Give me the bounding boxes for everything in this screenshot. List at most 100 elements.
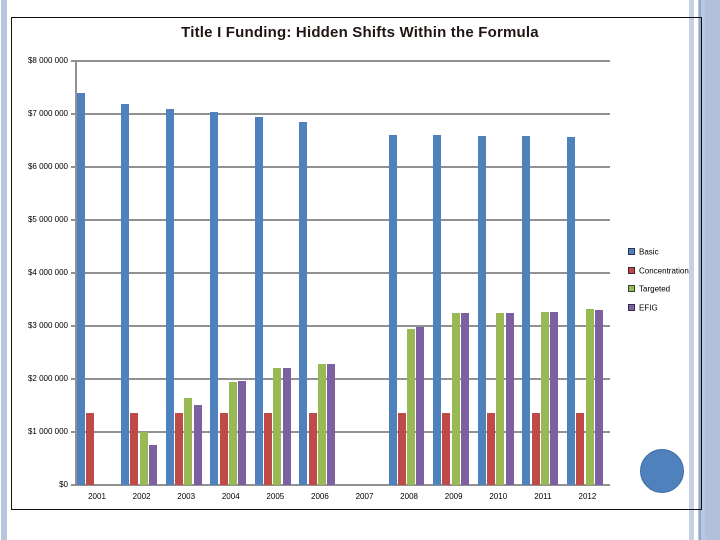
gridline bbox=[75, 431, 610, 433]
right-accent-stripe-outer bbox=[689, 0, 694, 540]
bar-basic-2003 bbox=[165, 108, 174, 485]
gridline bbox=[75, 325, 610, 327]
bar-basic-2006 bbox=[299, 122, 308, 485]
x-axis-label: 2003 bbox=[177, 492, 196, 501]
x-axis-label: 2008 bbox=[400, 492, 418, 501]
y-axis-tick bbox=[71, 60, 75, 62]
bar-basic-2001 bbox=[76, 92, 85, 485]
y-axis-tick bbox=[71, 431, 75, 433]
y-axis-label: $5 000 000 bbox=[27, 215, 68, 224]
legend-label-targeted: Targeted bbox=[639, 284, 671, 294]
bar-basic-2009 bbox=[433, 135, 442, 485]
bar-concentration-2009 bbox=[442, 413, 451, 485]
bar-targeted-2010 bbox=[496, 312, 505, 485]
x-axis-label: 2005 bbox=[266, 492, 285, 501]
x-axis-label: 2004 bbox=[221, 492, 240, 501]
y-axis-tick bbox=[71, 378, 75, 380]
gridline bbox=[75, 113, 610, 115]
bar-targeted-2005 bbox=[273, 368, 282, 485]
gridline bbox=[75, 484, 610, 486]
bar-targeted-2011 bbox=[540, 312, 549, 485]
bar-concentration-2005 bbox=[264, 413, 273, 485]
bar-efig-2004 bbox=[238, 381, 247, 485]
legend-swatch-basic bbox=[628, 248, 635, 256]
gridline bbox=[75, 60, 610, 62]
bar-concentration-2006 bbox=[308, 413, 317, 485]
gridline bbox=[75, 378, 610, 380]
bar-concentration-2011 bbox=[531, 413, 540, 485]
y-axis-label: $6 000 000 bbox=[27, 162, 68, 171]
bar-efig-2003 bbox=[193, 404, 202, 485]
y-axis-tick bbox=[71, 484, 75, 486]
bar-targeted-2002 bbox=[139, 432, 148, 485]
bar-efig-2005 bbox=[282, 367, 291, 485]
bar-efig-2009 bbox=[461, 312, 470, 485]
y-axis-tick bbox=[71, 166, 75, 168]
bar-concentration-2002 bbox=[130, 413, 139, 485]
bar-basic-2005 bbox=[254, 116, 263, 485]
slide-frame bbox=[11, 17, 702, 510]
y-axis-line bbox=[75, 61, 77, 486]
right-accent-thin-line bbox=[699, 0, 701, 540]
legend-label-basic: Basic bbox=[639, 247, 659, 257]
right-accent-band bbox=[705, 0, 720, 540]
x-axis-label: 2011 bbox=[534, 492, 552, 501]
gridline bbox=[75, 219, 610, 221]
bar-targeted-2009 bbox=[451, 312, 460, 485]
gridline bbox=[75, 272, 610, 274]
bar-basic-2002 bbox=[121, 103, 130, 485]
x-axis-label: 2010 bbox=[489, 492, 508, 501]
bar-concentration-2003 bbox=[174, 413, 183, 485]
legend-label-efig: EFIG bbox=[639, 302, 658, 312]
y-axis-label: $7 000 000 bbox=[27, 109, 68, 118]
x-axis-label: 2007 bbox=[355, 492, 374, 501]
x-axis-label: 2012 bbox=[578, 492, 597, 501]
bar-basic-2012 bbox=[566, 136, 575, 485]
left-accent-stripe bbox=[1, 0, 7, 540]
y-axis-tick bbox=[71, 272, 75, 274]
bar-concentration-2008 bbox=[397, 413, 406, 485]
legend-item-concentration: Concentration bbox=[628, 262, 689, 275]
bar-basic-2011 bbox=[522, 136, 531, 485]
y-axis-label: $1 000 000 bbox=[27, 427, 68, 436]
bar-basic-2008 bbox=[388, 135, 397, 485]
bar-efig-2011 bbox=[550, 312, 559, 485]
y-axis-label: $0 bbox=[59, 480, 68, 489]
bar-basic-2004 bbox=[210, 111, 219, 485]
gridline bbox=[75, 166, 610, 168]
x-axis-label: 2001 bbox=[88, 492, 106, 501]
y-axis-label: $2 000 000 bbox=[27, 374, 68, 383]
legend-swatch-targeted bbox=[628, 285, 635, 293]
bar-efig-2006 bbox=[327, 364, 336, 485]
bar-targeted-2012 bbox=[585, 309, 594, 485]
y-axis-tick bbox=[71, 325, 75, 327]
bar-targeted-2004 bbox=[228, 381, 237, 485]
bar-efig-2012 bbox=[594, 310, 603, 485]
bar-concentration-2012 bbox=[576, 413, 585, 485]
x-axis-label: 2006 bbox=[311, 492, 329, 501]
bar-targeted-2003 bbox=[184, 397, 193, 485]
bar-efig-2010 bbox=[505, 312, 514, 485]
bar-concentration-2004 bbox=[219, 413, 228, 485]
bar-targeted-2006 bbox=[318, 363, 327, 485]
y-axis-label: $3 000 000 bbox=[27, 321, 68, 330]
legend-item-basic: Basic bbox=[628, 243, 659, 257]
legend-item-targeted: Targeted bbox=[628, 280, 671, 294]
x-axis-label: 2002 bbox=[132, 492, 151, 501]
bar-efig-2002 bbox=[148, 444, 157, 485]
y-axis-tick bbox=[71, 219, 75, 221]
chart-title: Title I Funding: Hidden Shifts Within th… bbox=[181, 24, 539, 41]
bar-basic-2010 bbox=[477, 135, 486, 485]
y-axis-tick bbox=[71, 113, 75, 115]
legend-swatch-concentration bbox=[628, 266, 635, 274]
y-axis-label: $4 000 000 bbox=[27, 268, 68, 277]
accent-circle bbox=[640, 449, 684, 493]
legend-item-efig: EFIG bbox=[628, 299, 658, 312]
legend-swatch-efig bbox=[628, 303, 635, 311]
bar-targeted-2008 bbox=[407, 328, 416, 485]
legend-label-concentration: Concentration bbox=[639, 265, 689, 275]
bar-concentration-2001 bbox=[85, 413, 94, 485]
y-axis-label: $8 000 000 bbox=[27, 56, 68, 65]
